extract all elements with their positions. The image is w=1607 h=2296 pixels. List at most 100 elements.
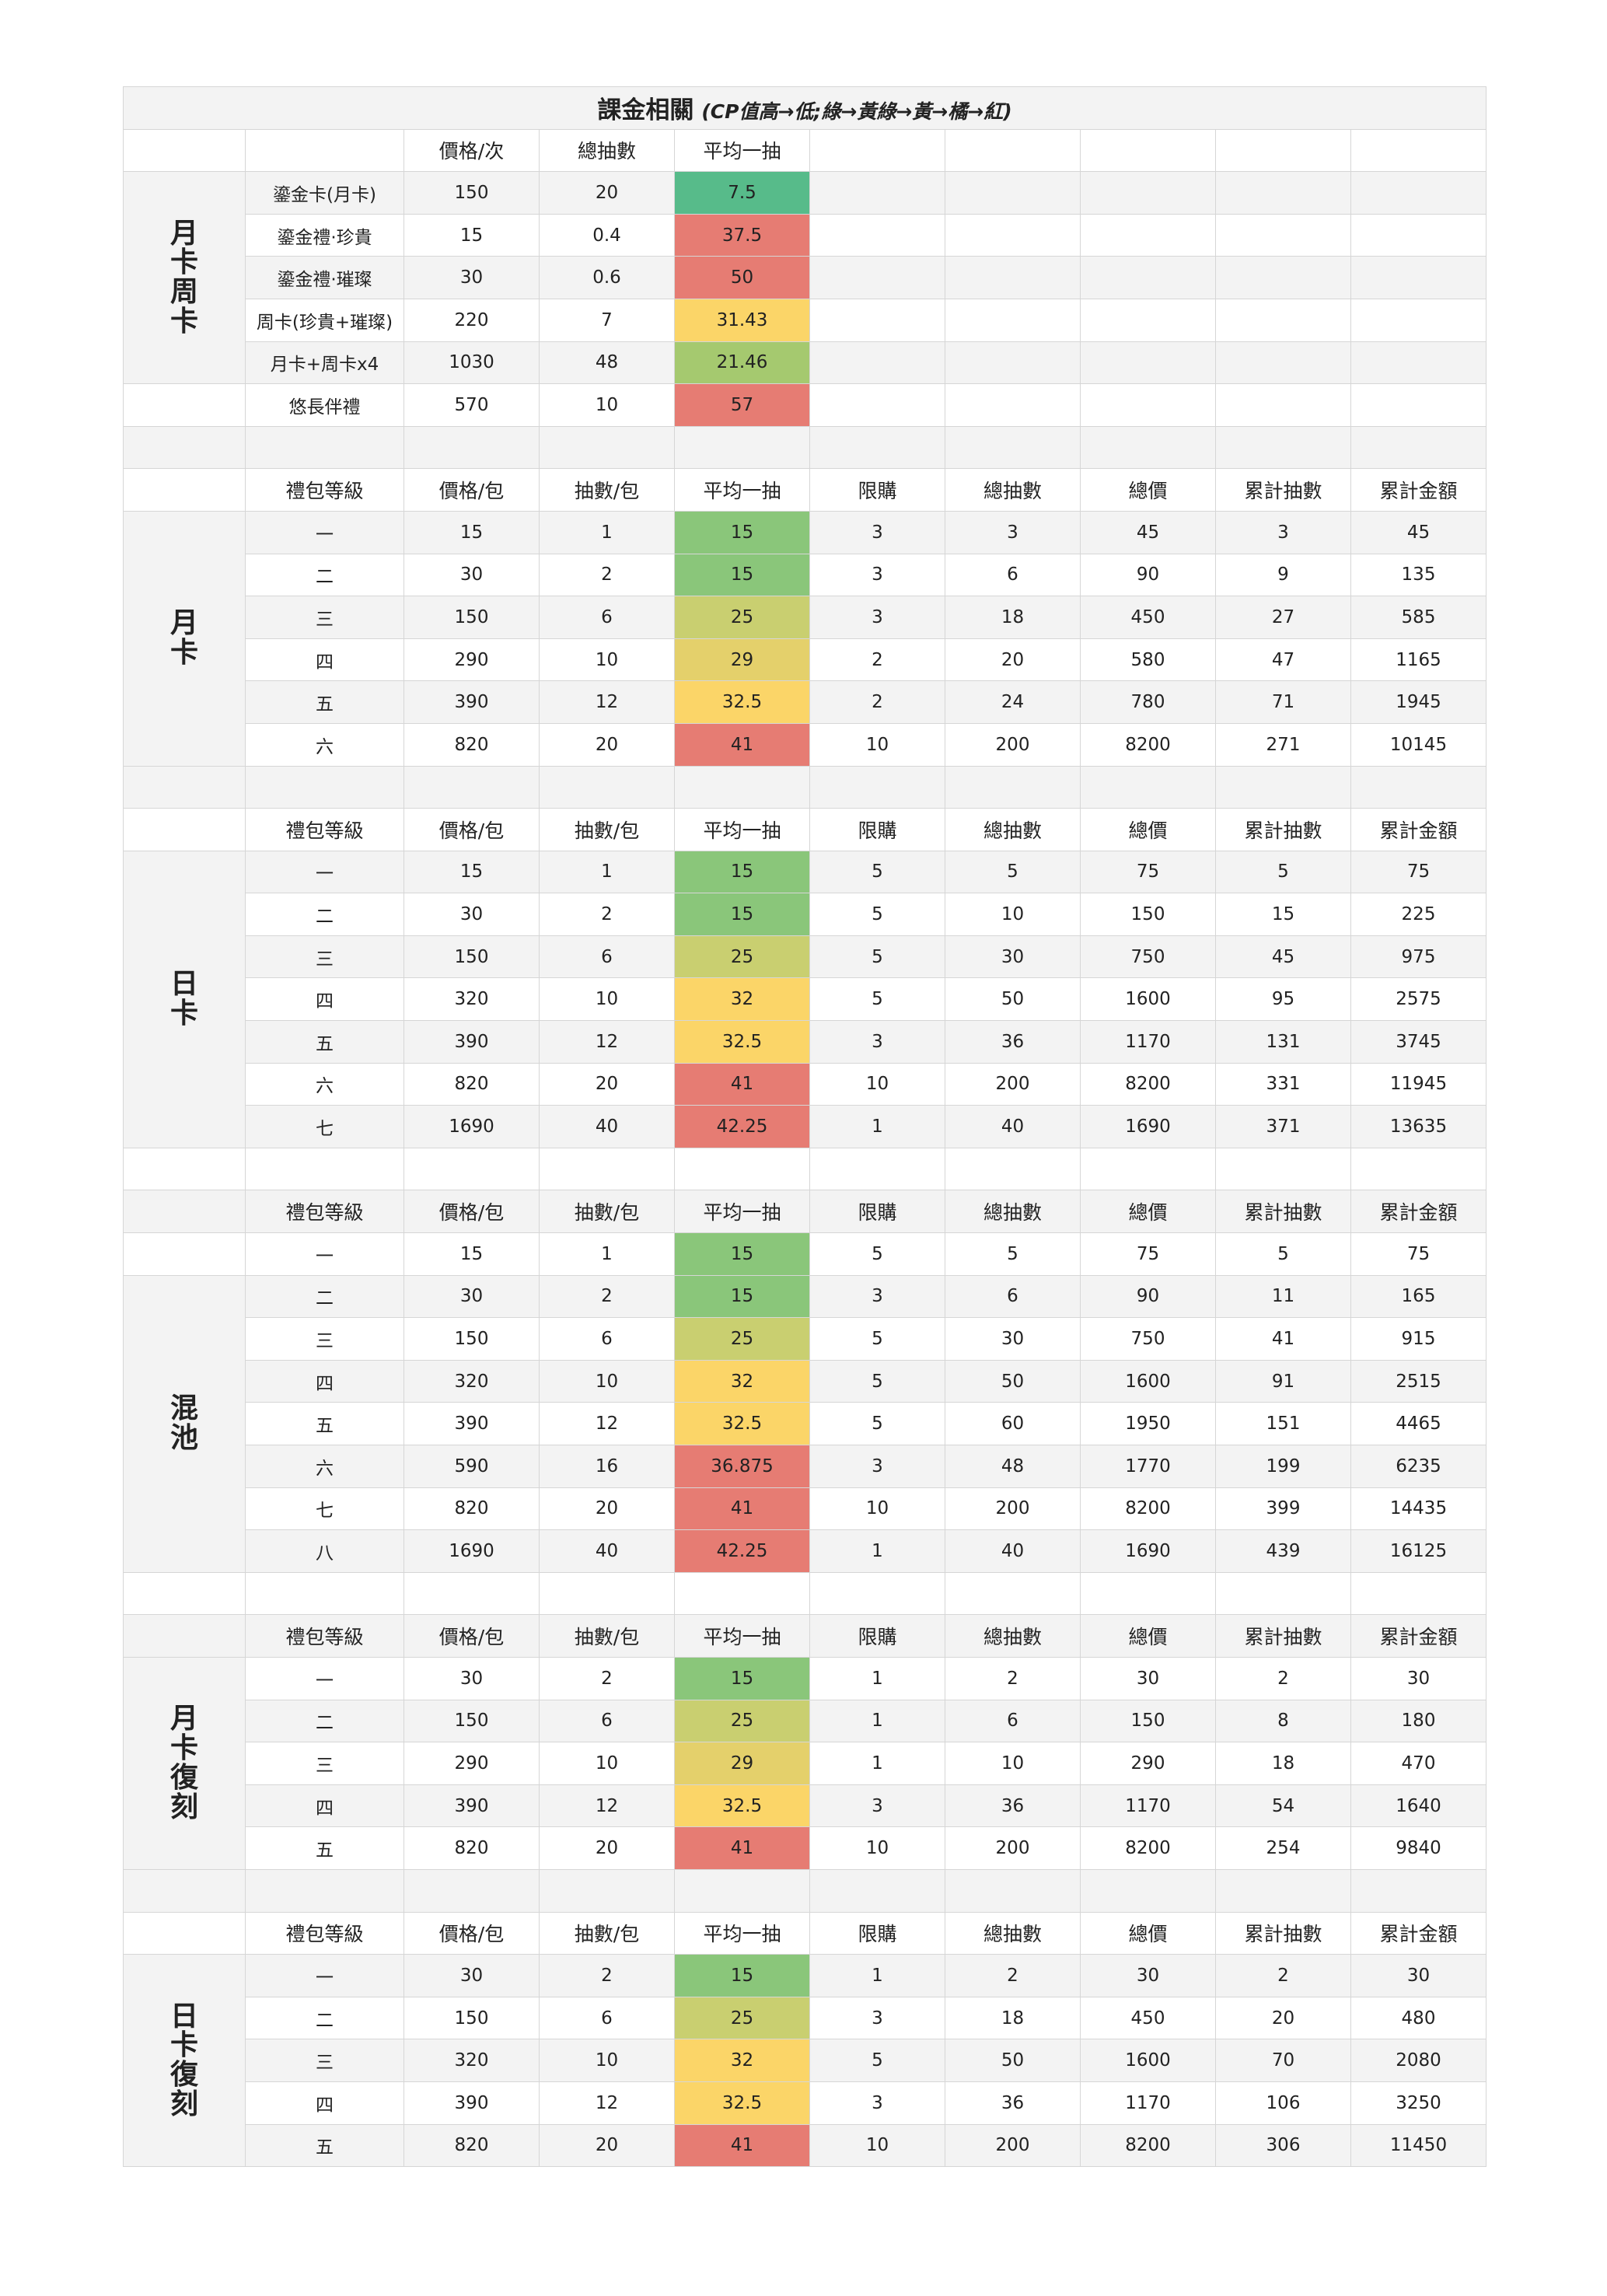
cum-draws-cell[interactable]: 70 (1215, 2039, 1351, 2082)
total-price-cell[interactable]: 8200 (1080, 2123, 1216, 2168)
draws-cell[interactable]: 12 (539, 2081, 675, 2125)
cum-draws-cell[interactable]: 271 (1215, 722, 1351, 767)
avg-cell[interactable]: 41 (674, 2123, 810, 2168)
limit-cell[interactable]: 5 (809, 1359, 945, 1403)
cum-draws-cell[interactable]: 439 (1215, 1529, 1351, 1573)
empty-cell[interactable] (945, 765, 1081, 809)
limit-cell[interactable]: 5 (809, 977, 945, 1022)
avg-cell[interactable]: 32.5 (674, 680, 810, 724)
price-cell[interactable]: 30 (403, 256, 540, 299)
empty-cell[interactable] (1080, 298, 1216, 342)
total-price-cell[interactable]: 8200 (1080, 1826, 1216, 1870)
limit-cell[interactable]: 1 (809, 1656, 945, 1700)
tier-cell[interactable]: 三 (245, 935, 404, 979)
cum-draws-cell[interactable]: 254 (1215, 1826, 1351, 1870)
draws-cell[interactable]: 20 (539, 1826, 675, 1870)
column-header[interactable]: 抽數/包 (539, 1614, 675, 1658)
price-cell[interactable]: 820 (403, 1487, 540, 1531)
cum-amount-cell[interactable]: 180 (1350, 1699, 1486, 1743)
empty-cell[interactable] (123, 425, 246, 470)
column-header[interactable]: 總價 (1080, 808, 1216, 851)
total-draws-cell[interactable]: 200 (945, 2123, 1081, 2168)
empty-cell[interactable] (123, 128, 246, 173)
limit-cell[interactable]: 3 (809, 1996, 945, 2040)
total-draws-cell[interactable]: 50 (945, 1359, 1081, 1403)
cum-amount-cell[interactable]: 6235 (1350, 1445, 1486, 1488)
avg-cell[interactable]: 31.43 (674, 298, 810, 342)
cum-amount-cell[interactable]: 11945 (1350, 1062, 1486, 1106)
cum-amount-cell[interactable]: 480 (1350, 1996, 1486, 2040)
draws-cell[interactable]: 10 (539, 638, 675, 682)
empty-cell[interactable] (945, 383, 1081, 427)
tier-cell[interactable]: 三 (245, 596, 404, 639)
avg-cell[interactable]: 15 (674, 1656, 810, 1700)
avg-cell[interactable]: 42.25 (674, 1529, 810, 1573)
total-price-cell[interactable]: 90 (1080, 553, 1216, 597)
column-header[interactable]: 抽數/包 (539, 1190, 675, 1234)
total-price-cell[interactable]: 8200 (1080, 1487, 1216, 1531)
empty-cell[interactable] (809, 256, 945, 299)
limit-cell[interactable]: 1 (809, 1105, 945, 1148)
cum-draws-cell[interactable]: 399 (1215, 1487, 1351, 1531)
avg-cell[interactable]: 15 (674, 510, 810, 554)
column-header[interactable]: 平均一抽 (674, 1911, 810, 1955)
cum-amount-cell[interactable]: 30 (1350, 1954, 1486, 1997)
total-draws-cell[interactable]: 5 (945, 850, 1081, 894)
cum-draws-cell[interactable]: 95 (1215, 977, 1351, 1022)
cum-draws-cell[interactable]: 331 (1215, 1062, 1351, 1106)
tier-cell[interactable]: 七 (245, 1487, 404, 1531)
total-draws-cell[interactable]: 60 (945, 1402, 1081, 1445)
tier-cell[interactable]: 六 (245, 722, 404, 767)
empty-cell[interactable] (123, 1571, 246, 1616)
total-price-cell[interactable]: 1770 (1080, 1445, 1216, 1488)
total-draws-cell[interactable]: 2 (945, 1954, 1081, 1997)
tier-cell[interactable]: 二 (245, 1996, 404, 2040)
limit-cell[interactable]: 3 (809, 1445, 945, 1488)
tier-cell[interactable]: 三 (245, 1317, 404, 1361)
empty-cell[interactable] (674, 1147, 810, 1191)
empty-cell[interactable] (1215, 383, 1351, 427)
cum-draws-cell[interactable]: 306 (1215, 2123, 1351, 2168)
column-header[interactable]: 總抽數 (945, 1911, 1081, 1955)
column-header[interactable]: 價格/包 (403, 1614, 540, 1658)
tier-cell[interactable]: 五 (245, 1020, 404, 1064)
empty-cell[interactable] (1215, 256, 1351, 299)
empty-cell[interactable] (123, 1614, 246, 1658)
draws-cell[interactable]: 10 (539, 1359, 675, 1403)
avg-cell[interactable]: 29 (674, 1742, 810, 1785)
tier-cell[interactable]: 四 (245, 977, 404, 1022)
column-header[interactable]: 平均一抽 (674, 1614, 810, 1658)
cum-draws-cell[interactable]: 5 (1215, 1232, 1351, 1276)
cum-draws-cell[interactable]: 15 (1215, 893, 1351, 936)
total-price-cell[interactable]: 150 (1080, 893, 1216, 936)
total-price-cell[interactable]: 30 (1080, 1954, 1216, 1997)
avg-cell[interactable]: 25 (674, 596, 810, 639)
limit-cell[interactable]: 1 (809, 1742, 945, 1785)
column-header[interactable]: 累計金額 (1350, 1190, 1486, 1234)
column-header[interactable]: 禮包等級 (245, 808, 404, 851)
total-draws-cell[interactable]: 30 (945, 935, 1081, 979)
total-price-cell[interactable]: 450 (1080, 596, 1216, 639)
column-header[interactable]: 限購 (809, 468, 945, 512)
column-header[interactable]: 總價 (1080, 1190, 1216, 1234)
empty-cell[interactable] (945, 298, 1081, 342)
cum-draws-cell[interactable]: 54 (1215, 1784, 1351, 1828)
avg-cell[interactable]: 15 (674, 553, 810, 597)
empty-cell[interactable] (1350, 425, 1486, 470)
draws-cell[interactable]: 20 (539, 171, 675, 215)
price-cell[interactable]: 390 (403, 1402, 540, 1445)
price-cell[interactable]: 1690 (403, 1529, 540, 1573)
empty-cell[interactable] (1350, 765, 1486, 809)
column-header[interactable]: 限購 (809, 808, 945, 851)
price-cell[interactable]: 320 (403, 2039, 540, 2082)
cum-draws-cell[interactable]: 9 (1215, 553, 1351, 597)
cum-amount-cell[interactable]: 2080 (1350, 2039, 1486, 2082)
draws-cell[interactable]: 2 (539, 1954, 675, 1997)
avg-cell[interactable]: 36.875 (674, 1445, 810, 1488)
total-draws-cell[interactable]: 36 (945, 1784, 1081, 1828)
total-price-cell[interactable]: 30 (1080, 1656, 1216, 1700)
empty-cell[interactable] (674, 765, 810, 809)
item-name[interactable]: 鎏金禮·珍貴 (245, 213, 404, 257)
limit-cell[interactable]: 3 (809, 2081, 945, 2125)
column-header[interactable]: 總抽數 (945, 1614, 1081, 1658)
